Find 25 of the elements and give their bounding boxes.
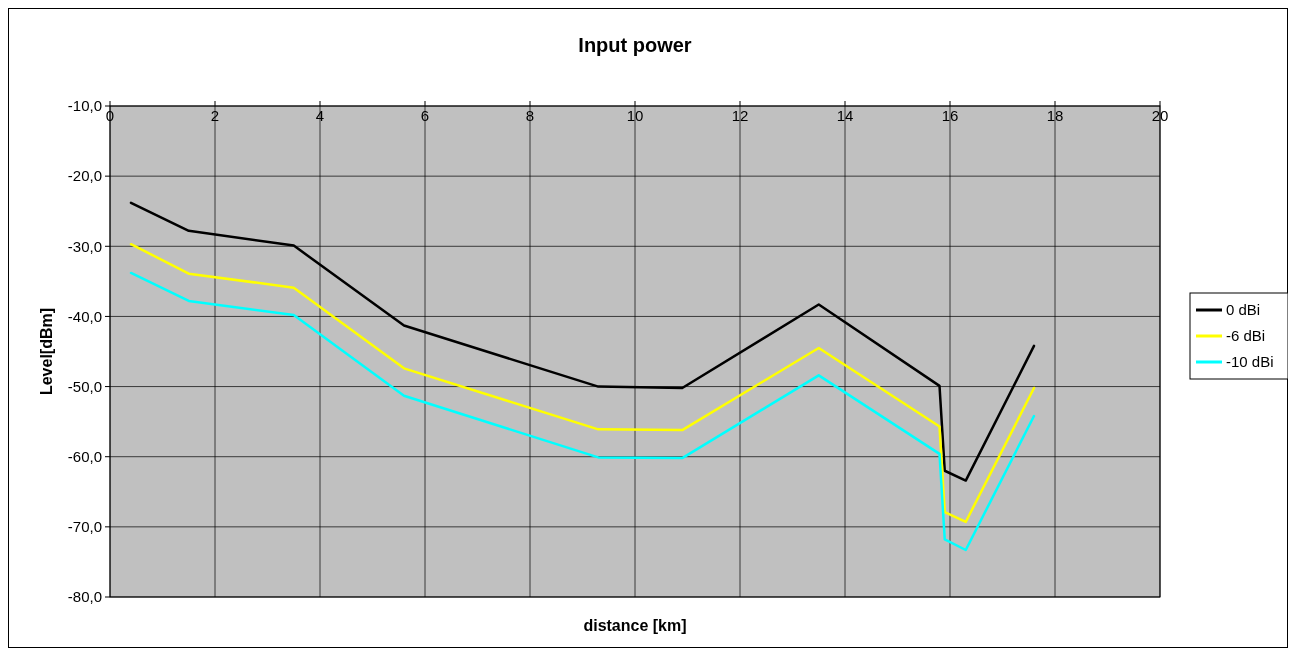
y-tick-label: -80,0 [67,588,102,606]
x-tick-label: 4 [315,106,325,124]
x-axis-title: distance [km] [583,617,687,634]
x-tick-label: 12 [731,106,749,124]
y-tick-label: -20,0 [67,167,102,185]
legend-label: -10 dBi [1226,353,1274,371]
x-tick-label: 16 [941,106,959,124]
legend-label: -6 dBi [1226,327,1266,345]
y-tick-label: -40,0 [67,307,102,325]
line-series [129,242,1036,524]
y-tick-label: -70,0 [67,518,102,536]
chart-title: Input power [578,34,692,56]
y-tick-label: -30,0 [67,237,102,255]
x-tick-label: 10 [626,106,644,124]
y-axis-title: Level[dBm] [38,307,55,396]
legend-label: 0 dBi [1226,301,1261,319]
y-tick-label: -50,0 [67,377,102,395]
x-tick-label: 18 [1046,106,1064,124]
x-tick-label: 14 [836,106,854,124]
x-tick-label: 6 [420,106,430,124]
x-tick-label: 2 [210,106,220,124]
y-tick-label: -10,0 [67,97,102,115]
line-series [129,271,1036,552]
x-tick-label: 8 [525,106,535,124]
y-tick-label: -60,0 [67,447,102,465]
